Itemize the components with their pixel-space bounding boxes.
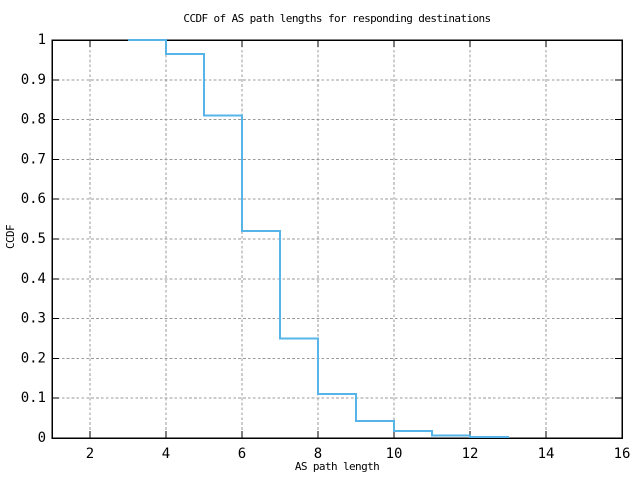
y-axis-label: CCDF <box>4 224 17 250</box>
y-tick-label: 0.5 <box>21 231 46 247</box>
y-tick-label: 0 <box>38 430 46 446</box>
x-tick-label: 8 <box>314 446 322 462</box>
y-tick-label: 0.4 <box>21 271 46 287</box>
plot-border <box>51 39 623 439</box>
x-tick-label: 14 <box>538 446 555 462</box>
chart-title: CCDF of AS path lengths for responding d… <box>183 12 491 25</box>
ccdf-step-line <box>128 39 509 438</box>
y-tick-label: 1 <box>38 32 46 48</box>
x-tick-label: 4 <box>162 446 170 462</box>
y-tick-label: 0.1 <box>21 390 46 406</box>
x-tick-label: 6 <box>238 446 246 462</box>
y-tick-label: 0.3 <box>21 311 46 327</box>
y-tick-label: 0.6 <box>21 191 46 207</box>
x-tick-label: 2 <box>86 446 94 462</box>
x-tick-label: 10 <box>386 446 403 462</box>
y-tick-label: 0.2 <box>21 350 46 366</box>
x-tick-label: 12 <box>462 446 479 462</box>
x-tick-label: 16 <box>614 446 631 462</box>
y-tick-label: 0.8 <box>21 112 46 128</box>
y-tick-label: 0.9 <box>21 72 46 88</box>
y-tick-label: 0.7 <box>21 151 46 167</box>
x-axis-label: AS path length <box>294 460 380 473</box>
